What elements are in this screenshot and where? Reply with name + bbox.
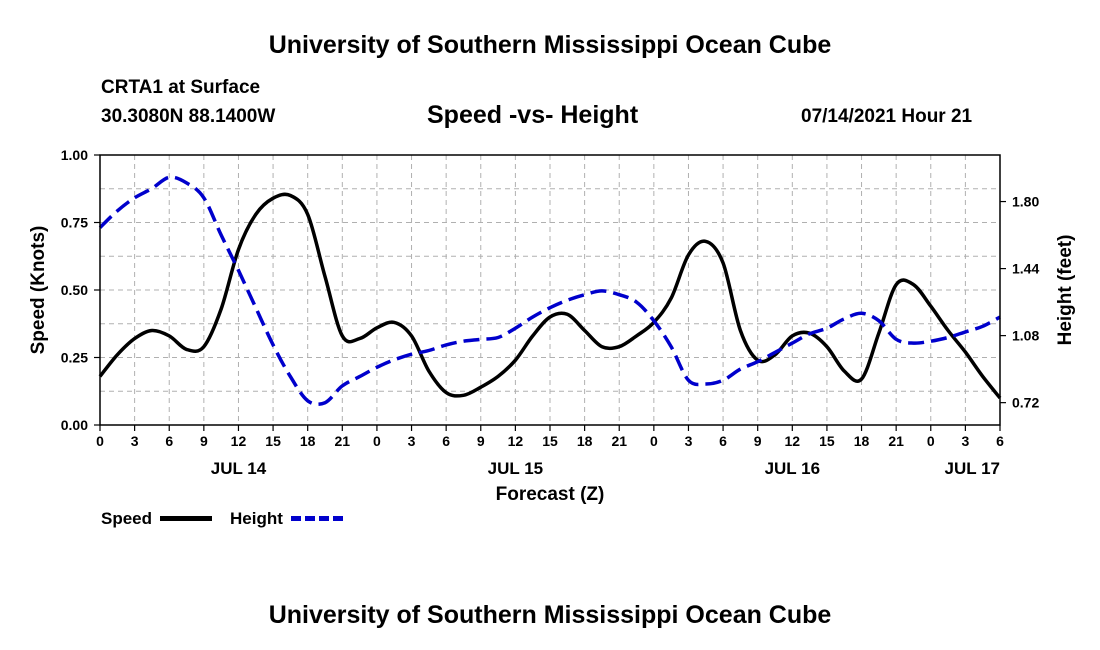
y2-tick-label: 1.44 — [1012, 261, 1039, 277]
x-tick-label: 0 — [373, 433, 381, 449]
x-tick-label: 15 — [542, 433, 558, 449]
y-tick-label: 0.50 — [61, 282, 88, 298]
chart-series — [98, 175, 1002, 407]
page-title: University of Southern Mississippi Ocean… — [268, 31, 832, 59]
x-tick-label: 9 — [477, 433, 485, 449]
chart-grid — [100, 155, 1000, 425]
x-tick-label: 3 — [408, 433, 416, 449]
y2-tick-label: 1.08 — [1012, 328, 1039, 344]
station-coords: 30.3080N 88.1400W — [101, 106, 276, 127]
x-tick-label: 18 — [854, 433, 870, 449]
legend-speed-label: Speed — [101, 509, 153, 528]
chart-title: Speed -vs- Height — [427, 101, 639, 129]
date-label: JUL 16 — [765, 459, 820, 478]
y-axis-title: Speed (Knots) — [28, 226, 49, 355]
x-tick-label: 18 — [300, 433, 316, 449]
y2-axis-title: Height (feet) — [1055, 235, 1076, 346]
legend-speed-swatch — [160, 516, 212, 521]
date-label: JUL 15 — [488, 459, 543, 478]
y-tick-label: 0.25 — [61, 350, 88, 366]
x-tick-label: 21 — [335, 433, 351, 449]
speed-series-line — [98, 192, 1002, 400]
date-label: JUL 17 — [945, 459, 1000, 478]
footer-title: University of Southern Mississippi Ocean… — [268, 601, 832, 629]
chart-axes: 0 3 6 9 12 15 18 21 0 3 6 9 12 15 18 21 0 3 6 9 12 15 18 21 0 3 6 0… — [61, 147, 1040, 478]
x-tick-label: 12 — [231, 433, 247, 449]
legend-height-label: Height — [230, 509, 283, 528]
y2-tick-label: 1.80 — [1012, 194, 1039, 210]
y-tick-label: 0.00 — [61, 417, 88, 433]
y2-tick-label: 0.72 — [1012, 395, 1039, 411]
legend-height-swatch — [291, 516, 343, 521]
x-tick-label: 6 — [996, 433, 1004, 449]
speed-height-chart: 0 3 6 9 12 15 18 21 0 3 6 9 12 15 18 21 0 3 6 9 12 15 18 21 0 3 6 0… — [28, 147, 1076, 505]
forecast-date: 07/14/2021 Hour 21 — [801, 106, 973, 127]
x-tick-label: 21 — [611, 433, 627, 449]
x-tick-label: 6 — [442, 433, 450, 449]
x-tick-label: 15 — [819, 433, 835, 449]
x-tick-label: 0 — [927, 433, 935, 449]
x-tick-label: 15 — [265, 433, 281, 449]
x-tick-label: 3 — [685, 433, 693, 449]
x-tick-label: 0 — [96, 433, 104, 449]
x-tick-label: 3 — [961, 433, 969, 449]
x-tick-label: 9 — [200, 433, 208, 449]
date-label: JUL 14 — [211, 459, 267, 478]
x-tick-label: 18 — [577, 433, 593, 449]
y-tick-label: 0.75 — [61, 215, 88, 231]
x-tick-label: 6 — [165, 433, 173, 449]
height-series-line — [98, 175, 1001, 407]
x-tick-label: 0 — [650, 433, 658, 449]
station-name: CRTA1 at Surface — [101, 77, 261, 98]
x-tick-label: 6 — [719, 433, 727, 449]
x-tick-label: 3 — [131, 433, 139, 449]
x-tick-label: 12 — [508, 433, 524, 449]
x-axis-title: Forecast (Z) — [496, 484, 605, 505]
x-tick-label: 9 — [754, 433, 762, 449]
x-tick-label: 21 — [888, 433, 904, 449]
x-tick-label: 12 — [785, 433, 801, 449]
y-tick-label: 1.00 — [61, 147, 88, 163]
